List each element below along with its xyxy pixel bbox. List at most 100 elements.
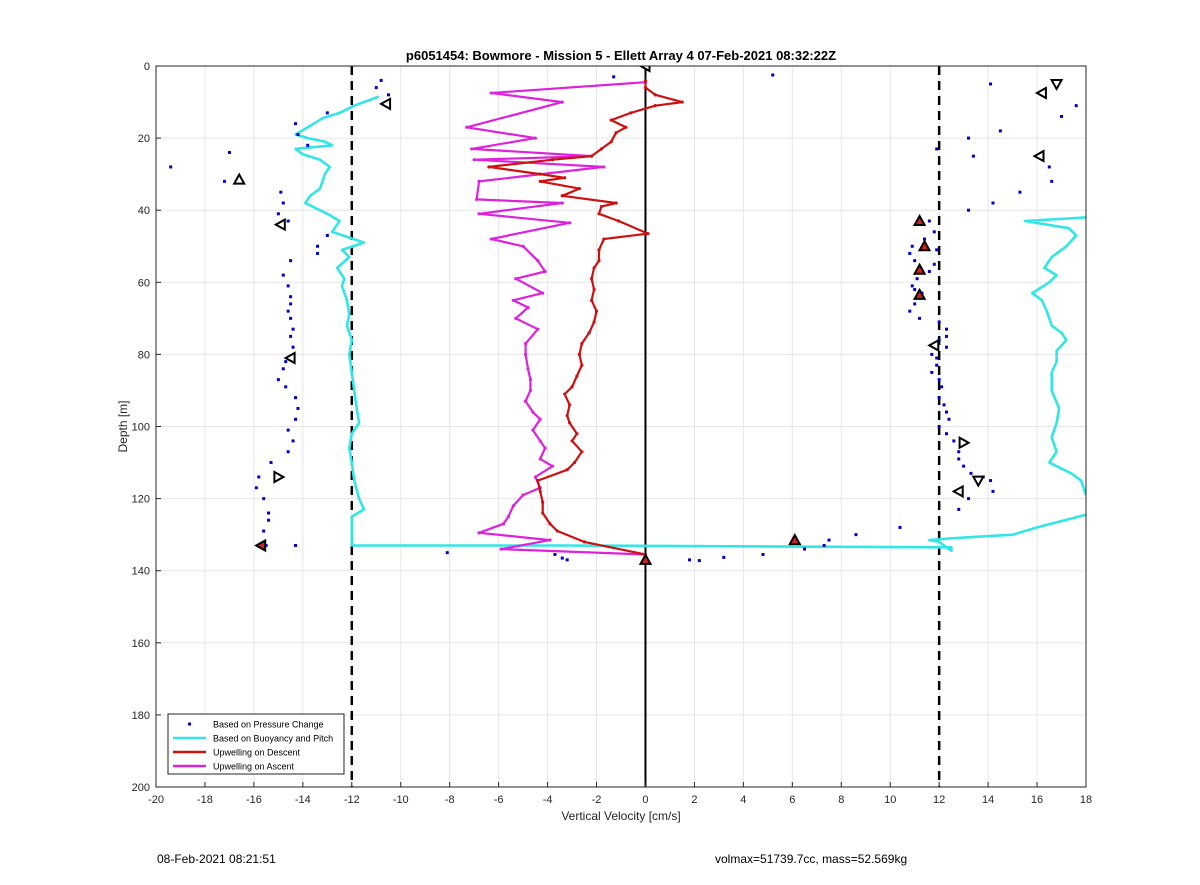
legend-label: Upwelling on Ascent	[213, 762, 295, 772]
descent-point	[572, 460, 577, 465]
x-tick-label: -8	[445, 794, 455, 806]
x-tick-label: -20	[148, 794, 164, 806]
ascent-point	[489, 237, 493, 241]
descent-point	[592, 320, 596, 324]
ascent-point	[521, 244, 525, 248]
pressure-point	[935, 248, 939, 252]
pressure-point	[952, 439, 956, 443]
ascent-point	[521, 493, 525, 497]
pressure-point	[1047, 165, 1051, 169]
ascent-point	[548, 538, 552, 542]
descent-point	[575, 374, 579, 378]
descent-point	[643, 86, 648, 90]
pressure-point	[254, 486, 258, 490]
pressure-point	[908, 309, 912, 313]
descent-point	[594, 309, 599, 313]
descent-point	[643, 78, 648, 83]
y-tick-label: 40	[138, 205, 150, 217]
pressure-point	[771, 73, 775, 77]
pressure-point	[284, 385, 288, 389]
pressure-point	[935, 363, 939, 367]
ascent-point	[506, 515, 511, 519]
descent-point	[563, 176, 567, 180]
ascent-point	[538, 417, 542, 421]
descent-point	[653, 93, 657, 97]
ascent-point	[523, 341, 528, 346]
descent-line	[487, 80, 684, 556]
triangle-marker	[1032, 149, 1045, 163]
pressure-point	[957, 450, 961, 454]
ascent-point	[523, 352, 528, 356]
pressure-point	[296, 132, 300, 136]
ascent-point	[526, 305, 530, 310]
pressure-point	[930, 352, 934, 356]
y-tick-label: 200	[132, 782, 150, 794]
pressure-point	[927, 219, 931, 223]
pressure-point	[262, 529, 266, 533]
y-tick-label: 80	[138, 349, 150, 361]
descent-point	[646, 232, 650, 236]
x-tick-label: 4	[740, 794, 746, 806]
pressure-point	[267, 518, 271, 522]
pressure-point	[1018, 190, 1022, 194]
x-tick-label: 14	[982, 794, 994, 806]
pressure-point	[962, 464, 966, 468]
ascent-point	[528, 388, 533, 393]
ascent-point	[511, 298, 515, 302]
ascent-point	[560, 201, 564, 205]
y-axis-label: Depth [m]	[116, 400, 130, 452]
descent-point	[565, 468, 569, 472]
pressure-point	[722, 555, 726, 559]
pressure-point	[822, 543, 826, 547]
triangle-marker	[917, 239, 932, 252]
pressure-point	[289, 302, 293, 306]
descent-point	[538, 172, 542, 176]
pressure-point	[374, 86, 378, 90]
pressure-point	[915, 277, 919, 281]
descent-point	[624, 125, 628, 129]
descent-point	[580, 363, 584, 367]
y-tick-label: 160	[132, 638, 150, 650]
descent-point	[560, 194, 564, 198]
pressure-point	[286, 309, 290, 313]
descent-point	[599, 147, 604, 151]
pressure-point	[286, 219, 290, 223]
pressure-point	[930, 370, 934, 374]
pressure-point	[296, 406, 300, 410]
pressure-point	[291, 345, 295, 349]
triangle-marker	[232, 172, 246, 185]
x-tick-label: -14	[295, 794, 311, 806]
pressure-point	[913, 259, 917, 263]
pressure-point	[991, 489, 995, 493]
x-axis-label: Vertical Velocity [cm/s]	[561, 809, 680, 823]
x-tick-label: -2	[592, 794, 602, 806]
triangle-marker	[912, 287, 927, 300]
pressure-point	[387, 93, 390, 97]
legend-label: Upwelling on Descent	[213, 748, 301, 758]
descent-point	[609, 118, 613, 122]
ascent-point	[514, 277, 518, 281]
pressure-point	[935, 356, 939, 360]
pressure-point	[325, 233, 329, 237]
x-tick-label: 18	[1080, 794, 1092, 806]
pressure-point	[991, 201, 995, 205]
pressure-point	[927, 269, 931, 273]
pressure-point	[286, 450, 290, 454]
pressure-point	[284, 360, 288, 364]
ascent-point	[523, 399, 528, 403]
x-tick-label: 16	[1031, 794, 1043, 806]
x-tick-label: 10	[884, 794, 896, 806]
descent-point	[487, 165, 491, 169]
pressure-point	[1060, 114, 1064, 118]
descent-point	[590, 298, 594, 302]
pressure-point	[937, 396, 941, 400]
pressure-point	[957, 507, 961, 511]
buoyancy-line	[294, 95, 1086, 553]
pressure-point	[989, 479, 993, 483]
ascent-point	[541, 291, 545, 295]
descent-point	[597, 248, 601, 252]
pressure-point	[935, 147, 939, 151]
pressure-point	[169, 165, 173, 169]
descent-point	[582, 540, 586, 544]
triangle-marker	[1049, 79, 1064, 92]
